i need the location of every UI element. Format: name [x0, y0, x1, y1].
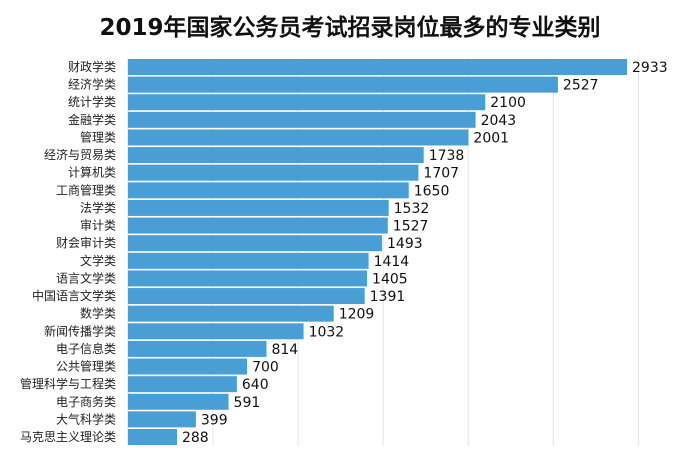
category-label: 马克思主义理论类: [20, 430, 116, 444]
category-label: 新闻传播学类: [44, 323, 116, 338]
category-label: 中国语言文学类: [32, 288, 116, 303]
data-label: 1527: [393, 219, 429, 235]
bar: [128, 288, 365, 305]
data-label: 1405: [372, 271, 408, 287]
data-label: 2100: [490, 95, 526, 111]
category-label: 电子信息类: [56, 341, 116, 356]
category-label: 经济学类: [68, 77, 116, 92]
data-label: 1391: [370, 289, 406, 305]
bar: [128, 217, 388, 234]
data-label: 288: [182, 430, 209, 446]
category-label: 金融学类: [68, 112, 116, 127]
data-label: 1707: [423, 166, 459, 182]
data-label: 2527: [563, 78, 599, 94]
bar: [128, 164, 419, 181]
data-label: 640: [242, 377, 269, 393]
data-label: 814: [271, 342, 298, 358]
bar: [128, 182, 409, 199]
category-label: 文学类: [80, 253, 116, 268]
bar: [128, 376, 237, 393]
category-label: 大气科学类: [56, 411, 116, 426]
bar: [128, 235, 383, 252]
category-label: 财会审计类: [56, 235, 116, 250]
bar: [128, 252, 369, 269]
bar: [128, 129, 469, 146]
bar: [128, 76, 558, 93]
category-label: 统计学类: [68, 94, 116, 109]
data-label: 700: [252, 360, 279, 376]
category-label: 电子商务类: [56, 394, 116, 409]
category-label: 财政学类: [68, 59, 116, 74]
data-label: 399: [201, 412, 228, 428]
bar: [128, 199, 389, 216]
data-label: 1032: [309, 324, 345, 340]
bar: [128, 340, 267, 357]
bar: [128, 270, 368, 287]
category-label: 工商管理类: [56, 182, 116, 197]
category-label: 数学类: [80, 306, 116, 321]
bar: [128, 147, 424, 164]
category-label: 语言文学类: [56, 270, 116, 285]
category-label: 公共管理类: [56, 359, 116, 374]
bar: [128, 358, 248, 375]
bar: [128, 429, 177, 445]
data-label: 2933: [632, 60, 668, 76]
data-label: 1209: [339, 307, 375, 323]
category-label: 管理科学与工程类: [20, 376, 116, 391]
bar: [128, 59, 627, 75]
data-label: 1414: [374, 254, 410, 270]
category-label: 经济与贸易类: [44, 147, 116, 162]
bar: [128, 411, 196, 428]
data-label: 591: [234, 395, 261, 411]
category-label: 计算机类: [68, 165, 116, 180]
bar: [128, 393, 229, 410]
data-label: 2043: [481, 113, 517, 129]
bar: [128, 305, 334, 322]
data-label: 1738: [429, 148, 465, 164]
data-label: 1650: [414, 183, 450, 199]
data-label: 2001: [473, 130, 509, 146]
chart-title: 2019年国家公务员考试招录岗位最多的专业类别: [99, 15, 601, 41]
data-label: 1493: [387, 236, 423, 252]
bar: [128, 94, 486, 111]
category-label: 法学类: [80, 200, 116, 215]
data-label: 1532: [394, 201, 430, 217]
bar: [128, 111, 476, 128]
category-label: 管理类: [80, 129, 116, 144]
category-label: 审计类: [80, 218, 116, 233]
bar: [128, 323, 304, 340]
